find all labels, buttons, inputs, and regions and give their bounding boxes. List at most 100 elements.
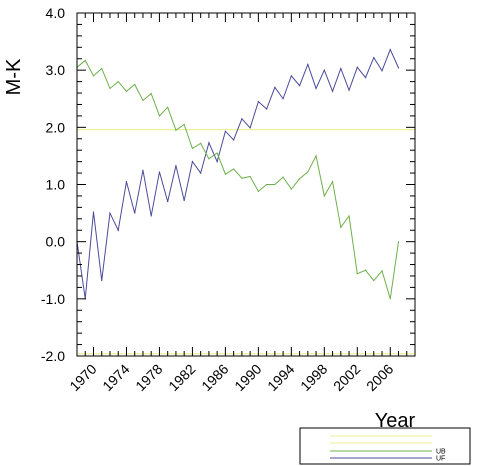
data-point-uf (340, 67, 342, 70)
data-point-uf (331, 90, 334, 92)
data-point-ub (307, 171, 309, 173)
series-line-ub (76, 59, 400, 299)
data-point-ub (323, 195, 325, 197)
x-tick-label: 2006 (363, 361, 396, 394)
data-point-ub (389, 298, 391, 300)
series-line-uf (76, 48, 399, 299)
x-tick-label: 1998 (297, 361, 330, 394)
data-point-uf (125, 181, 128, 183)
x-tick-label: 1990 (231, 361, 264, 394)
data-point-uf (92, 211, 95, 213)
data-point-ub (134, 83, 136, 86)
data-point-ub (142, 99, 144, 102)
data-point-uf (274, 86, 276, 88)
data-point-uf (282, 98, 284, 100)
data-point-ub (249, 175, 251, 178)
y-tick-label: -2.0 (41, 348, 65, 364)
data-point-uf (381, 70, 383, 72)
y-tick-label: 1.0 (46, 177, 66, 193)
data-point-ub (84, 59, 86, 62)
data-point-ub (183, 123, 185, 126)
x-tick-label: 2002 (330, 361, 363, 394)
legend-label: UB (436, 449, 446, 456)
data-point-uf (348, 89, 350, 91)
data-point-uf (373, 56, 375, 59)
data-point-ub (216, 152, 218, 154)
y-tick-labels: -2.0 -1.0 0.0 1.0 2.0 3.0 4.0 (41, 5, 65, 364)
data-point-uf (307, 63, 309, 66)
data-point-ub (381, 270, 383, 272)
data-point-ub (224, 173, 226, 175)
data-point-uf (142, 169, 144, 171)
data-point-ub (101, 67, 103, 70)
y-tick-label: 0.0 (46, 234, 66, 250)
data-point-uf (389, 48, 391, 51)
x-tick-label: 1974 (99, 361, 132, 394)
data-point-ub (340, 226, 342, 228)
data-point-ub (208, 158, 210, 160)
y-tick-label: 4.0 (46, 5, 66, 21)
reference-lines (77, 128, 415, 355)
data-point-uf (241, 118, 243, 120)
data-point-uf (257, 101, 259, 103)
legend-label: UF (436, 456, 445, 463)
data-point-uf (249, 127, 251, 129)
data-point-uf (134, 212, 136, 214)
data-point-uf (208, 142, 210, 144)
x-axis-label: Year (375, 410, 416, 432)
data-point-ub (274, 183, 276, 186)
data-point-ub (233, 168, 235, 170)
data-point-uf (356, 66, 358, 68)
data-point-ub (373, 279, 375, 282)
data-point-uf (266, 108, 268, 110)
data-point-ub (241, 177, 243, 179)
x-tick-label: 1978 (132, 361, 165, 394)
data-point-uf (117, 229, 119, 231)
x-tick-label: 1994 (264, 361, 297, 394)
data-point-uf (191, 161, 194, 163)
data-point-uf (167, 201, 169, 203)
data-point-ub (125, 90, 128, 92)
x-tick-label: 1970 (66, 361, 99, 394)
data-point-ub (364, 269, 367, 271)
data-point-ub (315, 155, 317, 157)
data-point-uf (233, 139, 235, 141)
data-point-ub (282, 176, 284, 178)
data-point-ub (397, 241, 400, 243)
data-point-uf (323, 69, 325, 71)
y-tick-label: 2.0 (46, 119, 66, 135)
data-point-ub (290, 188, 292, 190)
data-point-ub (257, 190, 259, 192)
data-point-ub (92, 75, 95, 77)
data-point-uf (216, 161, 218, 163)
data-point-ub (150, 93, 152, 95)
data-point-uf (200, 172, 202, 174)
data-point-uf (183, 199, 185, 202)
axis-ticks (76, 12, 416, 357)
data-point-uf (150, 215, 152, 217)
data-point-ub (191, 147, 194, 150)
data-point-ub (167, 106, 169, 108)
data-point-ub (109, 87, 111, 90)
x-tick-labels: 1970 1974 1978 1982 1986 1990 1994 1998 2002 2006 (66, 361, 396, 394)
data-point-ub (298, 178, 301, 180)
data-point-uf (109, 212, 111, 214)
data-point-uf (224, 130, 226, 132)
y-tick-label: -1.0 (41, 291, 65, 307)
data-point-uf (364, 76, 367, 79)
data-point-ub (331, 181, 334, 183)
data-point-ub (175, 129, 177, 131)
data-series (76, 48, 400, 300)
data-point-uf (397, 67, 400, 69)
x-tick-label: 1982 (165, 361, 198, 394)
data-point-uf (101, 279, 103, 282)
data-point-ub (356, 273, 358, 275)
data-point-uf (290, 75, 292, 77)
data-point-uf (315, 87, 317, 90)
plot-frame (76, 12, 416, 357)
data-point-uf (158, 171, 161, 173)
data-point-uf (175, 165, 177, 167)
data-point-ub (266, 183, 268, 186)
